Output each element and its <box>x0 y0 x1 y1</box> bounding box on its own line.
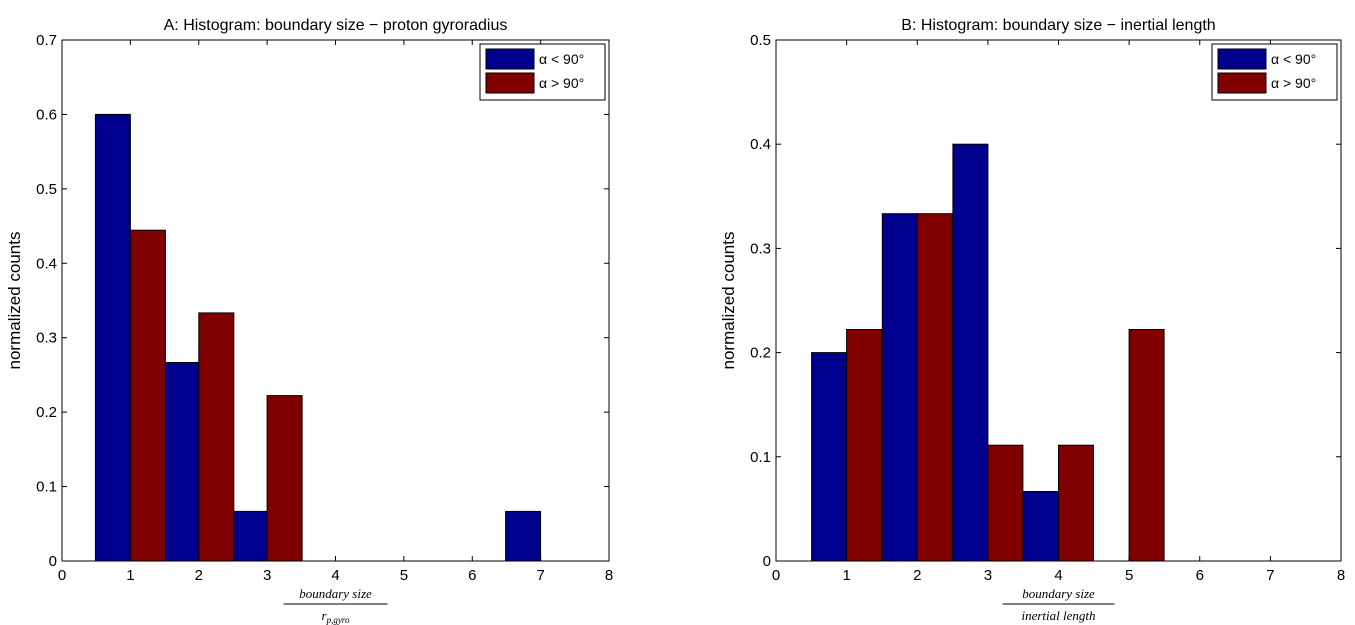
chart-b-bar-s1-x4 <box>1023 491 1059 562</box>
chart-a-ytick-label: 0.6 <box>36 106 57 123</box>
chart-a-xtick-label: 7 <box>536 567 544 584</box>
chart-a-bar-s2-x3 <box>266 395 303 562</box>
chart-a-bar-s1-x1 <box>94 113 131 562</box>
chart-b-xtick-label: 1 <box>842 567 850 584</box>
chart-a-ytick-label: 0.1 <box>36 479 57 496</box>
chart-a-bar-s1-x3 <box>231 510 268 562</box>
chart-b-xtick-label: 2 <box>913 567 921 584</box>
chart-a-bar-s1-x2 <box>163 362 200 562</box>
chart-b-legend-label-2: α > 90° <box>1271 75 1316 91</box>
chart-a-xtick-label: 2 <box>195 567 203 584</box>
chart-b-legend: α < 90° α > 90° <box>1211 43 1338 101</box>
chart-b-ytick-label: 0.5 <box>750 32 771 49</box>
chart-b-bar-s2-x4 <box>1058 444 1094 562</box>
chart-a-legend-swatch-1 <box>485 48 535 70</box>
chart-a-legend-label-2: α > 90° <box>539 75 584 91</box>
chart-b-legend-swatch-2 <box>1217 72 1267 94</box>
chart-b-xtick-label: 7 <box>1266 567 1274 584</box>
chart-b-xtick-label: 8 <box>1337 567 1345 584</box>
chart-a-xtick-label: 1 <box>126 567 134 584</box>
chart-b-xlabel-numerator: boundary size <box>1022 586 1095 601</box>
chart-a-ylabel: normalized counts <box>5 232 24 370</box>
chart-b-title: B: Histogram: boundary size − inertial l… <box>901 17 1215 34</box>
chart-b-bar-s2-x3 <box>987 444 1024 562</box>
chart-a-xtick-label: 3 <box>263 567 271 584</box>
chart-b-bar-s2-x2 <box>916 213 953 562</box>
chart-a-ytick-label: 0.4 <box>36 255 57 272</box>
chart-a-ytick-label: 0.7 <box>36 32 57 49</box>
chart-b-bar-s1-x2 <box>881 213 918 562</box>
chart-b-xtick-label: 6 <box>1196 567 1204 584</box>
chart-b-xtick-label: 3 <box>984 567 992 584</box>
chart-b-bar-s2-x1 <box>846 329 883 562</box>
chart-b-xlabel-denominator-main: inertial length <box>1021 608 1095 623</box>
chart-a-xtick-label: 0 <box>58 567 66 584</box>
chart-a-ytick-label: 0 <box>49 553 57 570</box>
chart-a-xlabel-denominator: rp,gyro <box>322 608 350 625</box>
chart-b-ytick-label: 0 <box>763 553 771 570</box>
chart-b-ytick-label: 0.3 <box>750 240 771 257</box>
chart-a-ytick-label: 0.3 <box>36 330 57 347</box>
chart-a-ytick-label: 0.2 <box>36 404 57 421</box>
chart-b-bar-s1-x1 <box>811 352 848 562</box>
chart-b-ytick-label: 0.4 <box>750 136 771 153</box>
chart-a-xlabel-denominator-main: r <box>322 608 328 623</box>
chart-a-xlabel-denominator-subscript: p,gyro <box>326 615 350 625</box>
chart-a-legend-swatch-2 <box>485 72 535 94</box>
chart-b-legend-label-1: α < 90° <box>1271 51 1316 67</box>
chart-b-legend-swatch-1 <box>1217 48 1267 70</box>
chart-a-ytick-label: 0.5 <box>36 181 57 198</box>
chart-b-bar-s2-x5 <box>1128 329 1165 562</box>
chart-b-xtick-label: 4 <box>1054 567 1062 584</box>
chart-a-xtick-label: 4 <box>331 567 339 584</box>
chart-b-ytick-label: 0.1 <box>750 449 771 466</box>
chart-a-bar-s1-x7 <box>505 510 542 562</box>
chart-a-title: A: Histogram: boundary size − proton gyr… <box>164 17 508 34</box>
chart-a-xtick-label: 5 <box>400 567 408 584</box>
chart-a-legend: α < 90° α > 90° <box>479 43 606 101</box>
chart-a-legend-label-1: α < 90° <box>539 51 584 67</box>
chart-a-bar-s2-x2 <box>198 312 235 562</box>
chart-b-ylabel: normalized counts <box>719 232 738 370</box>
chart-a-xtick-label: 6 <box>468 567 476 584</box>
chart-b-ytick-label: 0.2 <box>750 345 771 362</box>
chart-a-xlabel-numerator: boundary size <box>299 586 372 601</box>
chart-b-bar-s1-x3 <box>952 143 989 562</box>
chart-b-xtick-label: 5 <box>1125 567 1133 584</box>
chart-a: 0 1 2 3 4 5 6 7 8 0 0.1 0.2 0.3 0.4 0.5 0.6 0.7 A: Histog… <box>5 17 613 625</box>
chart-a-xtick-label: 8 <box>605 567 613 584</box>
chart-b: 0 1 2 3 4 5 6 7 8 0 0.1 0.2 0.3 0.4 0.5 B: Histogram: b… <box>719 17 1345 623</box>
chart-b-xlabel-denominator: inertial length <box>1021 608 1095 623</box>
chart-b-xtick-label: 0 <box>772 567 780 584</box>
chart-a-bar-s2-x1 <box>129 229 166 562</box>
